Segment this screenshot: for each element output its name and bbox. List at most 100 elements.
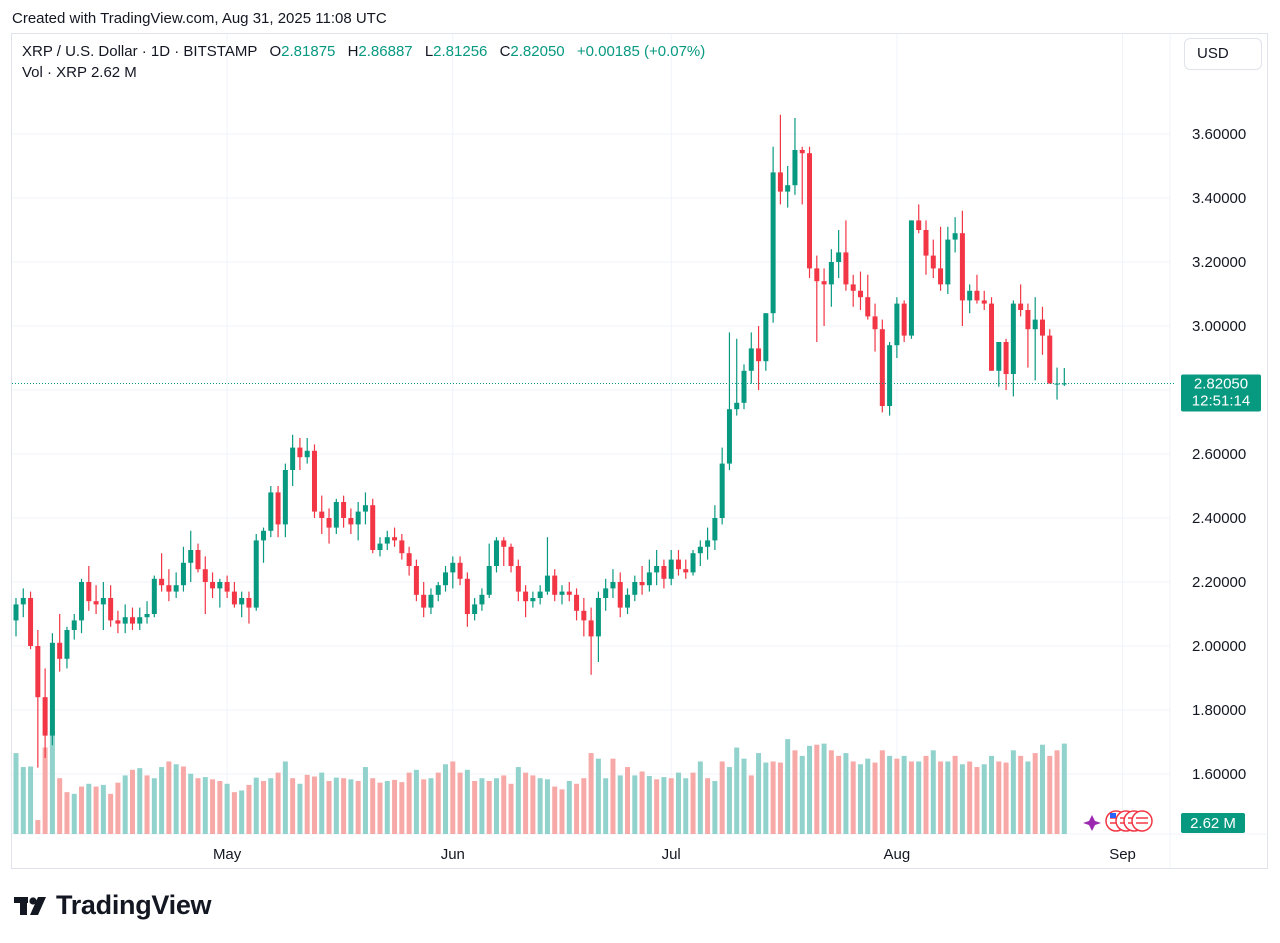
volume-bar [843,753,849,834]
candle [603,578,609,611]
candle [443,566,449,592]
volume-series [13,730,1067,834]
volume-bar [1025,761,1031,834]
volume-bar [989,755,995,834]
candle-body [479,594,485,605]
volume-bar [493,778,499,834]
candle-body [1025,310,1031,330]
candle-body [617,582,623,608]
candle [675,550,681,576]
candle-body [1047,335,1053,384]
candle [282,463,288,538]
candle [821,268,827,326]
us-flag-event-icon[interactable] [1131,810,1153,832]
candle-body [1018,303,1024,310]
volume-bar [464,769,470,834]
candle [501,537,507,566]
y-tick-label: 3.60000 [1192,126,1246,143]
volume-bar [93,786,99,834]
volume-bar [188,773,194,834]
candle [726,332,732,470]
candle-body [756,348,762,362]
volume-bar [530,775,536,834]
candle-body [523,591,529,602]
candle [559,585,565,605]
candle-body [457,562,463,579]
economic-events-markers[interactable] [1083,810,1153,832]
currency-button[interactable]: USD [1184,38,1262,70]
candle-body [486,566,492,595]
volume-bar [807,745,813,834]
candle-body [435,585,441,595]
candle-body [814,268,820,282]
candle-body [763,313,769,362]
volume-bar [785,739,791,834]
x-tick-label: Aug [884,846,911,863]
candle-body [574,594,580,611]
candle [945,226,951,294]
candle [479,588,485,611]
volume-bar [712,780,718,834]
candle [304,438,310,464]
candle [472,598,478,621]
volume-label[interactable]: Vol · XRP [22,64,87,81]
tradingview-logo[interactable]: TradingView [14,890,212,921]
candle [741,364,747,410]
candle [253,534,259,611]
candle [64,626,70,669]
volume-bar [894,758,900,834]
candle-body [282,470,288,525]
sparkle-event-icon[interactable] [1083,815,1101,831]
candle [49,633,55,746]
candle [887,342,893,416]
volume-bar [341,778,347,834]
candle [923,220,929,275]
volume-bar [814,744,820,834]
candle-body [908,220,914,336]
candle-body [785,185,791,192]
candle [188,530,194,582]
candle-body [865,297,871,317]
volume-bar [996,761,1002,834]
candle-body [253,540,259,608]
candle [959,210,965,326]
candle [406,546,412,576]
x-axis[interactable]: May Jun Jul Aug Sep [213,846,1136,863]
volume-bar [1039,744,1045,834]
candle [486,543,492,598]
volume-bar [173,764,179,834]
candle [202,556,208,614]
candle-body [1054,383,1060,385]
candle [1054,367,1060,400]
volume-bar [166,761,172,834]
y-axis[interactable]: 3.60000 3.40000 3.20000 3.00000 2.60000 2.400… [1192,126,1246,783]
volume-bar [654,779,660,834]
candle-body [71,620,77,630]
volume-bar [28,766,34,834]
volume-bar [217,780,223,834]
candle-body [792,150,798,186]
candle [115,610,121,634]
candle [989,297,995,371]
candle [35,630,41,768]
candle [86,566,92,611]
volume-bar [632,775,638,834]
candle-body [872,316,878,330]
volume-bar [71,793,77,834]
volume-bar [523,772,529,834]
candle-body [355,511,361,525]
candle-body [770,172,776,314]
candle [159,553,165,592]
volume-bar [137,768,143,834]
candle [537,585,543,605]
volume-bar [763,762,769,834]
candle [290,434,296,486]
ohlc-legend: XRP / U.S. Dollar · 1D · BITSTAMP O2.818… [22,43,705,60]
volume-bar [646,775,652,834]
symbol-title[interactable]: XRP / U.S. Dollar · 1D · BITSTAMP [22,43,258,60]
volume-bar [748,775,754,834]
volume-bar [537,778,543,834]
volume-bar [726,767,732,834]
candle-body [821,281,827,285]
